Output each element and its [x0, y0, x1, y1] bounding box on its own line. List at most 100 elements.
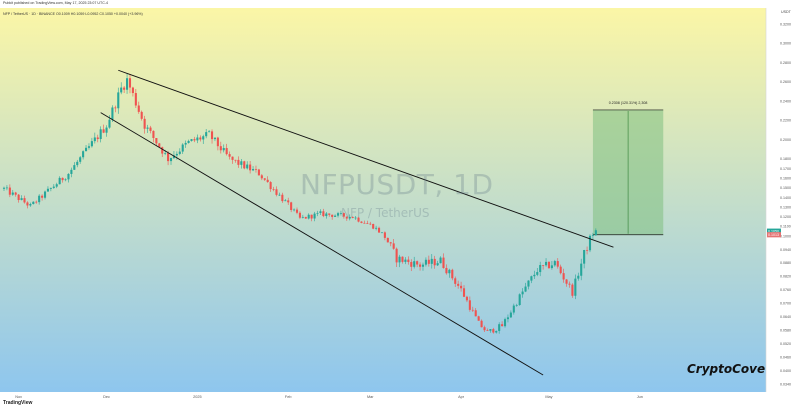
candle-body: [49, 187, 52, 189]
candle-body: [454, 278, 457, 284]
brand-caption: CryptoCove: [687, 362, 766, 376]
candle-body: [457, 283, 460, 286]
candle: [93, 132, 96, 144]
candle-body: [451, 269, 454, 279]
time-tick-label: May: [545, 395, 552, 399]
candle: [547, 261, 551, 270]
candle-body: [164, 153, 167, 154]
candle: [354, 216, 357, 220]
candle: [79, 155, 82, 164]
candle: [64, 178, 67, 182]
candle: [553, 259, 556, 267]
candle-body: [55, 184, 58, 187]
candle-body: [518, 294, 521, 306]
candle: [577, 272, 580, 281]
candle-body: [392, 243, 395, 249]
candle: [35, 200, 38, 204]
candle-body: [149, 127, 152, 131]
candle: [146, 124, 149, 133]
candle-body: [530, 276, 533, 281]
candle-body: [351, 216, 354, 218]
candle: [87, 143, 91, 150]
candle: [114, 105, 117, 113]
candle-body: [498, 324, 501, 331]
candle: [5, 185, 8, 191]
candle-body: [436, 263, 439, 266]
candle-body: [389, 242, 392, 244]
candle: [351, 216, 354, 219]
price-tick-label: 0.0580: [780, 328, 791, 332]
candle: [334, 214, 337, 218]
price-tick-label: 0.0820: [780, 275, 791, 279]
candle-body: [213, 137, 217, 140]
candle: [187, 139, 190, 144]
candle-body: [421, 264, 425, 267]
candle: [395, 247, 398, 267]
candle: [208, 130, 211, 133]
candle-body: [588, 235, 592, 251]
candle: [155, 137, 158, 147]
candle: [181, 143, 184, 154]
candle-body: [322, 211, 325, 217]
candle: [559, 264, 562, 275]
candle-body: [178, 151, 181, 154]
candle: [556, 258, 559, 269]
price-tick-label: 0.1100: [780, 225, 791, 229]
candle-body: [316, 212, 319, 214]
candle: [284, 198, 287, 202]
candle: [322, 208, 325, 218]
candle: [407, 256, 410, 265]
candle-body: [293, 209, 296, 211]
candle: [61, 177, 64, 183]
symbol-watermark: NFPUSDT, 1D: [300, 168, 494, 201]
candle: [196, 134, 199, 144]
candle: [454, 276, 457, 288]
candle: [410, 259, 413, 272]
candle-body: [301, 216, 304, 218]
candle: [571, 283, 574, 298]
price-tick-label: 0.2400: [780, 99, 791, 103]
candle-body: [228, 154, 231, 157]
price-tick-label: 0.2000: [780, 138, 791, 142]
candle: [263, 178, 266, 182]
candle: [290, 201, 293, 213]
price-tick-label: 0.0640: [780, 315, 791, 319]
price-marker-label: 0.1013: [768, 233, 779, 237]
candle-body: [146, 127, 149, 129]
candle: [366, 220, 369, 225]
candle: [542, 264, 545, 270]
candle: [76, 159, 79, 168]
price-tick-label: 0.3000: [780, 42, 791, 46]
candle-body: [336, 213, 340, 216]
candle-body: [35, 201, 38, 203]
candle: [413, 256, 416, 269]
candle: [521, 288, 524, 298]
candle-body: [190, 139, 193, 141]
candle-body: [395, 248, 398, 263]
price-marker-label: 0.1050: [768, 229, 779, 233]
candle-body: [501, 324, 504, 327]
candle-body: [52, 186, 55, 188]
candle: [123, 86, 126, 93]
candle: [489, 329, 492, 333]
candle: [301, 214, 304, 219]
candle-body: [243, 161, 246, 169]
candle-body: [448, 269, 451, 274]
candle-body: [354, 217, 357, 219]
candle-body: [202, 136, 205, 140]
candle: [49, 187, 52, 192]
candle-body: [377, 227, 381, 233]
candle: [498, 322, 501, 334]
candle-body: [492, 329, 495, 333]
candle: [419, 262, 422, 271]
candle-body: [295, 209, 299, 213]
price-tick-label: 0.1400: [780, 196, 791, 200]
candle: [483, 325, 486, 333]
candle: [55, 182, 58, 189]
candle: [512, 303, 515, 315]
candle: [316, 210, 319, 217]
candle-body: [137, 105, 140, 112]
candle-body: [58, 177, 61, 185]
candle-body: [298, 212, 301, 218]
